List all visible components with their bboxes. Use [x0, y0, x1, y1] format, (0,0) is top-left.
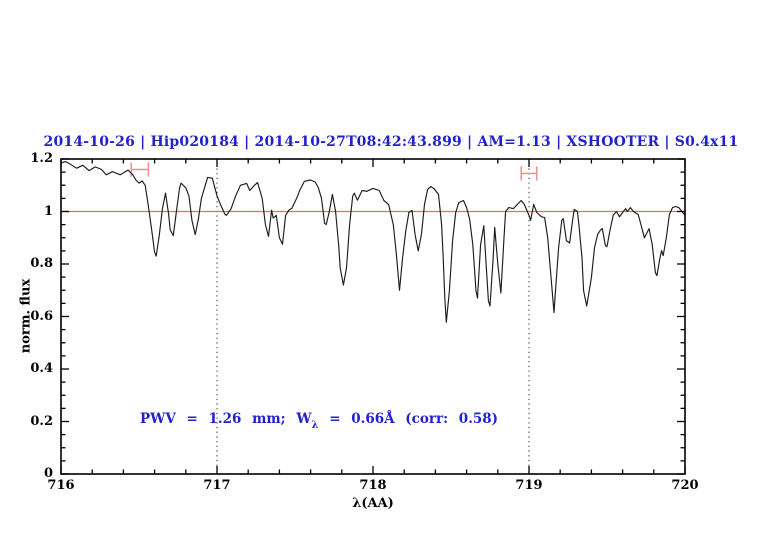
x-tick-label: 720: [671, 478, 699, 493]
pwv-annotation-pre: PWV = 1.26 mm; W: [140, 411, 312, 427]
y-tick-label: 0: [43, 466, 53, 481]
x-tick-label: 719: [515, 478, 543, 493]
pwv-annotation: PWV = 1.26 mm; Wλ = 0.66Å (corr: 0.58): [140, 411, 499, 431]
x-tick-label: 718: [359, 478, 387, 493]
y-tick-label: 1: [43, 203, 53, 219]
x-tick-label: 716: [47, 478, 75, 493]
y-tick-label: 0.4: [30, 361, 53, 376]
pwv-annotation-post: = 0.66Å (corr: 0.58): [318, 411, 499, 427]
y-tick-label: 1.2: [30, 151, 53, 166]
y-tick-label: 0.6: [30, 308, 53, 324]
pwv-annotation-lambda-subscript: λ: [311, 419, 319, 431]
plot-title: 2014-10-26 | Hip020184 | 2014-10-27T08:4…: [43, 134, 739, 150]
x-axis-label: λ(AA): [352, 496, 394, 511]
y-tick-label: 0.8: [30, 256, 53, 271]
spectrum-curve: [60, 161, 686, 323]
x-tick-label: 717: [203, 478, 231, 493]
y-tick-label: 0.2: [30, 413, 53, 429]
